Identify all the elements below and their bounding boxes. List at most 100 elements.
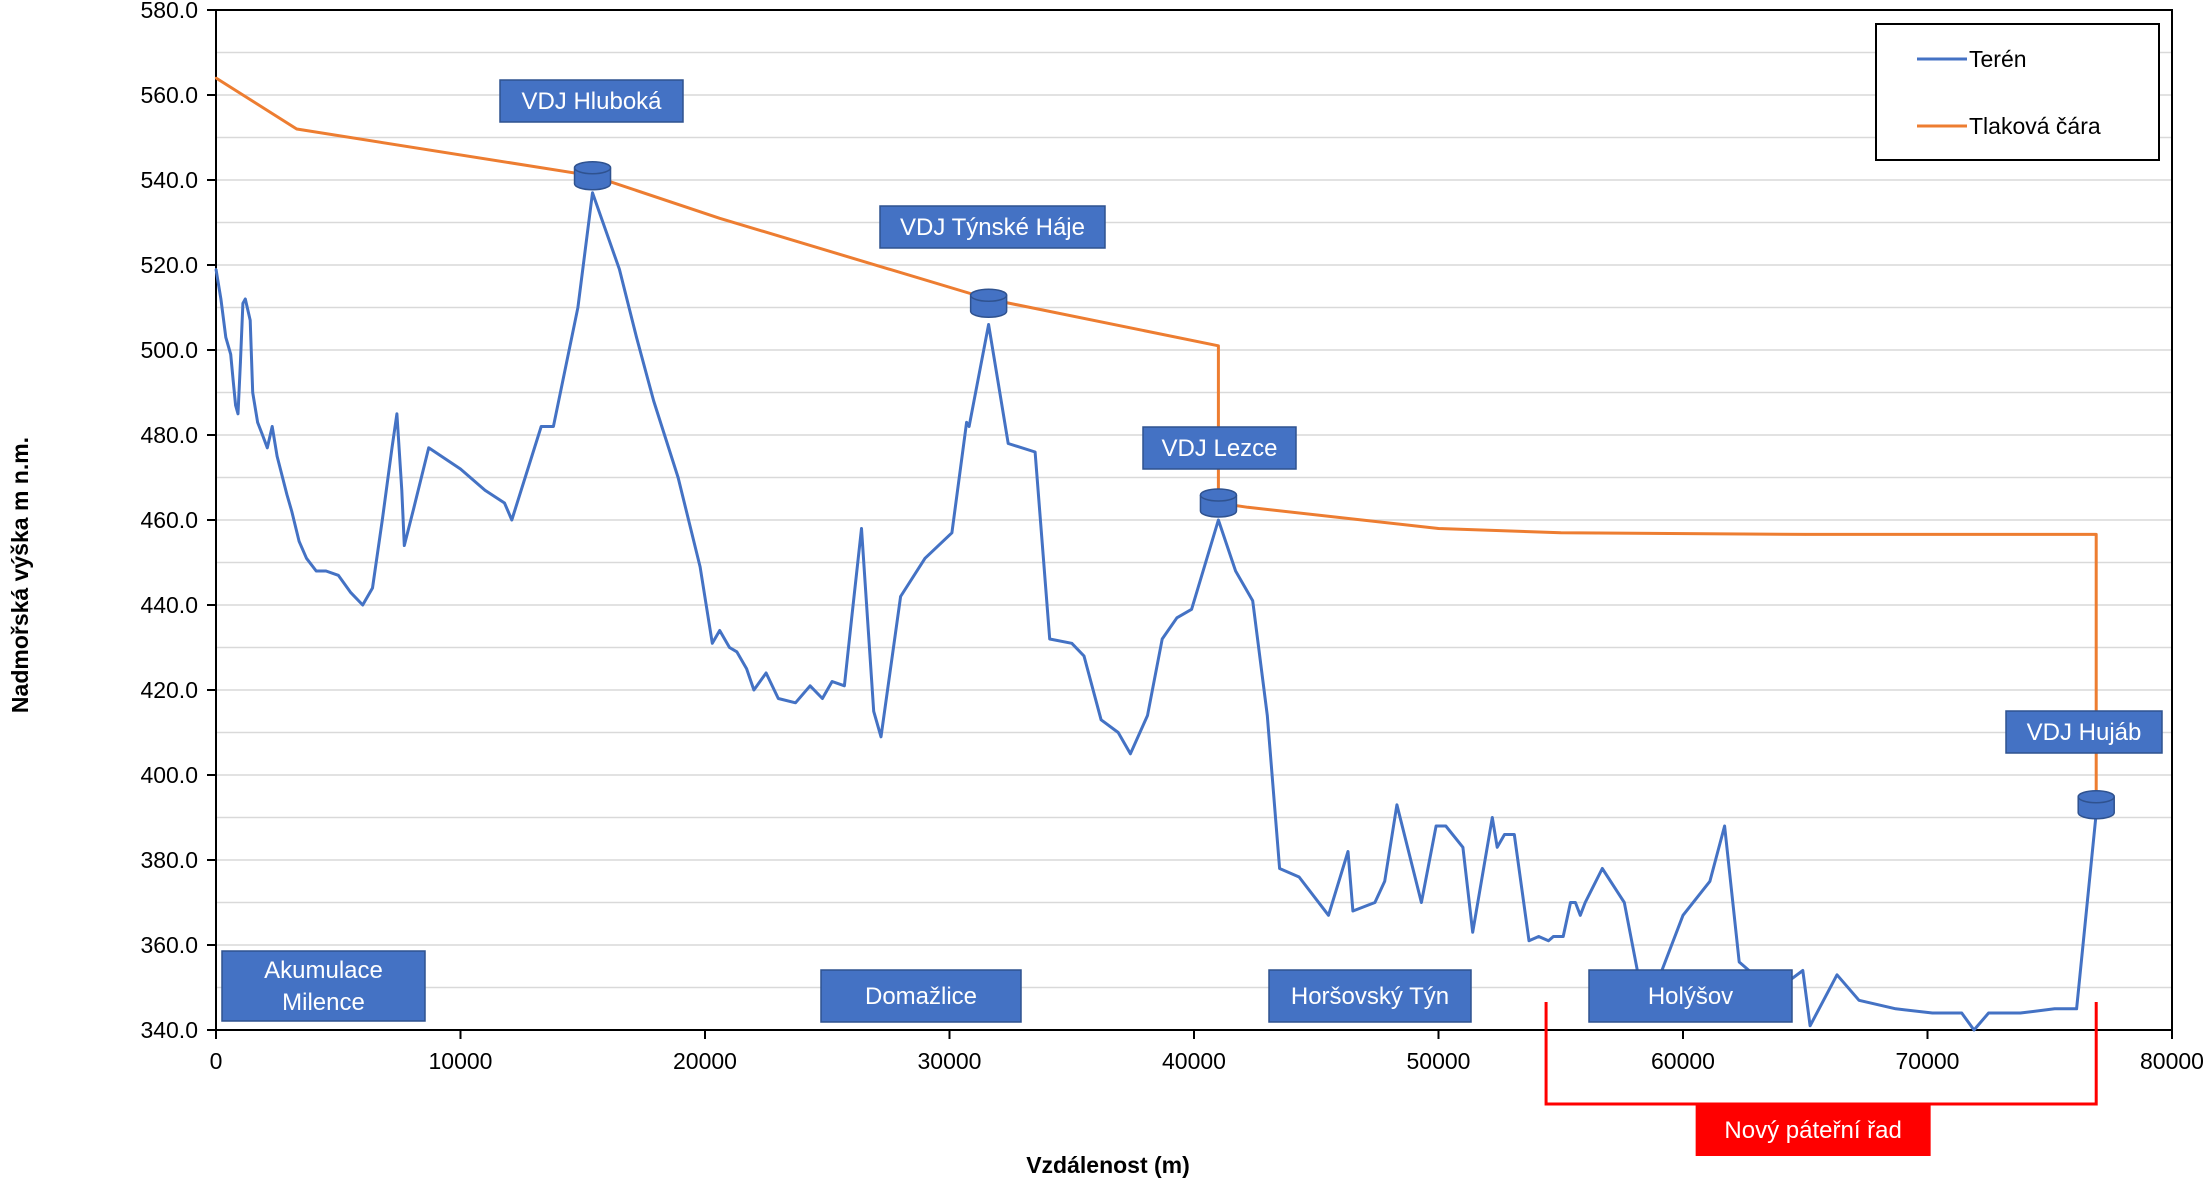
x-tick-label: 20000	[673, 1048, 737, 1074]
data-point	[860, 527, 863, 530]
y-tick-label: 580.0	[140, 0, 198, 23]
data-point	[1723, 824, 1726, 828]
data-point	[1395, 803, 1399, 806]
data-point	[987, 323, 990, 326]
data-point	[285, 493, 289, 496]
data-point	[821, 697, 824, 700]
data-point	[1278, 867, 1281, 870]
data-point	[728, 646, 731, 649]
data-point	[618, 268, 621, 271]
data-point	[1146, 714, 1149, 717]
data-point	[1857, 999, 1861, 1002]
data-point	[1175, 616, 1179, 619]
reservoir-icon	[1199, 488, 1238, 518]
data-point	[390, 446, 394, 449]
label-box: VDJ Lezce	[1142, 426, 1297, 470]
data-point	[635, 336, 638, 339]
data-point	[764, 671, 768, 675]
y-tick-label: 360.0	[140, 932, 198, 958]
data-point	[1327, 914, 1330, 917]
data-point	[1579, 914, 1582, 917]
annotation-labels: VDJ Hluboká VDJ Týnské Háje VDJ Lezce VDJ H…	[221, 79, 2163, 1023]
data-point	[1552, 935, 1555, 938]
data-point	[2019, 1011, 2022, 1015]
data-point	[503, 501, 506, 505]
x-tick-label: 60000	[1651, 1048, 1715, 1074]
label-background	[2005, 710, 2163, 754]
data-point	[1972, 1028, 1976, 1032]
data-point	[552, 425, 555, 428]
data-point	[1082, 654, 1086, 658]
data-point	[711, 642, 714, 645]
data-point	[850, 616, 853, 619]
data-point	[1491, 816, 1494, 819]
data-point	[236, 412, 240, 415]
data-point	[1513, 833, 1516, 836]
y-tick-label: 380.0	[140, 847, 198, 873]
data-point	[1561, 935, 1565, 938]
data-point	[1033, 450, 1037, 454]
data-point	[718, 217, 721, 220]
data-point	[1099, 718, 1103, 721]
data-point	[1569, 901, 1572, 904]
y-tick-label: 460.0	[140, 507, 198, 533]
reservoir-icons	[573, 161, 2115, 820]
data-point	[231, 378, 235, 381]
reservoir-icon	[573, 161, 612, 191]
y-tick-label: 480.0	[140, 422, 198, 448]
label-text: Akumulace	[264, 957, 383, 984]
y-tick-label: 500.0	[140, 337, 198, 363]
data-point	[1217, 344, 1220, 347]
legend-label: Tlaková čára	[1969, 113, 2101, 139]
data-point	[1527, 939, 1531, 942]
data-point	[1217, 518, 1220, 522]
label-text: VDJ Hluboká	[521, 88, 662, 115]
data-point	[1931, 1011, 1934, 1015]
data-point	[1738, 960, 1741, 964]
label-box: Domažlice	[820, 969, 1022, 1023]
data-point	[1297, 875, 1301, 879]
data-point	[427, 446, 430, 449]
y-axis-title: Nadmořská výška m n.m.	[7, 437, 33, 713]
data-point	[879, 735, 883, 738]
label-background	[221, 950, 426, 1022]
data-point	[381, 518, 384, 522]
label-text: VDJ Hujáb	[2027, 719, 2142, 746]
data-point	[1346, 850, 1350, 853]
data-point	[752, 688, 756, 692]
data-point	[1461, 846, 1465, 849]
data-point	[1559, 531, 1562, 534]
data-point	[412, 506, 416, 509]
label-box: Horšovský Týn	[1268, 969, 1472, 1023]
data-point	[315, 569, 318, 573]
data-point	[652, 399, 655, 403]
reservoir-top	[969, 288, 1008, 302]
x-tick-label: 80000	[2140, 1048, 2204, 1074]
data-point	[2053, 1007, 2056, 1010]
data-point	[2075, 1007, 2078, 1010]
data-point	[1808, 1024, 1812, 1027]
data-point	[1547, 939, 1550, 942]
data-point	[266, 446, 269, 449]
data-point	[899, 595, 902, 598]
y-tick-label: 440.0	[140, 592, 198, 618]
data-point	[337, 574, 340, 577]
data-point	[1246, 506, 1249, 509]
data-point	[1129, 752, 1132, 755]
data-point	[1437, 527, 1440, 530]
data-point	[794, 701, 797, 704]
data-point	[403, 544, 406, 547]
data-point	[1601, 867, 1604, 870]
data-point	[965, 421, 968, 424]
data-point	[239, 361, 242, 364]
data-point	[539, 425, 543, 428]
label-box: VDJ Týnské Háje	[879, 205, 1106, 249]
data-point	[1503, 833, 1506, 836]
data-point	[1373, 901, 1377, 904]
data-point	[2095, 533, 2098, 536]
data-point	[872, 710, 875, 713]
reservoir-top	[573, 161, 612, 175]
data-point	[400, 489, 404, 492]
data-point	[290, 510, 293, 513]
data-point	[1117, 731, 1120, 734]
